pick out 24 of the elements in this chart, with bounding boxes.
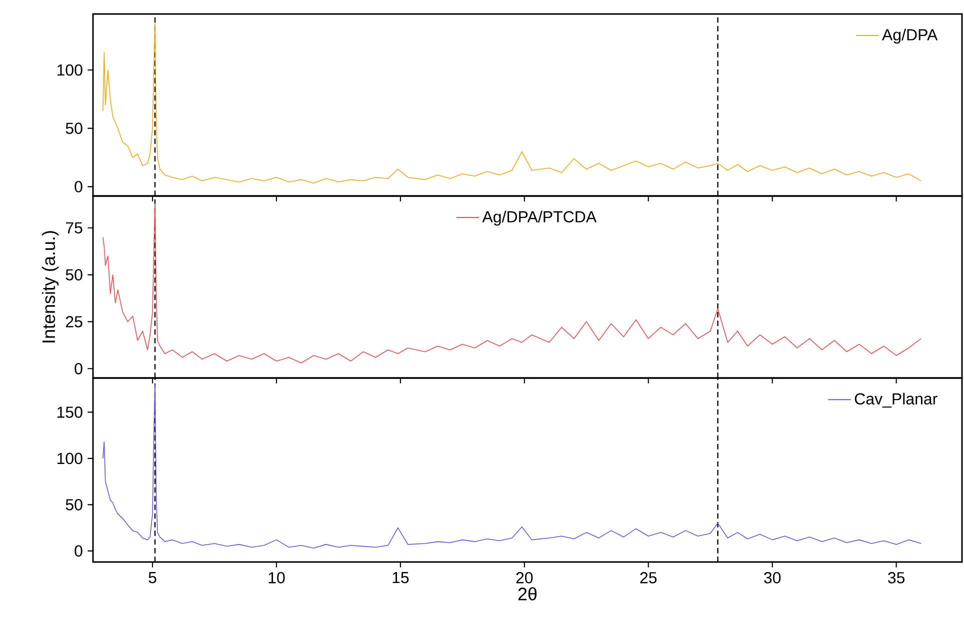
- x-tick-label: 10: [268, 572, 285, 584]
- y-tick-label: 100: [57, 64, 82, 76]
- y-tick-label: 25: [66, 316, 82, 328]
- y-tick-label: 50: [66, 122, 82, 134]
- legend-label: Cav_Planar: [854, 392, 938, 408]
- x-axis-title: 2θ: [518, 587, 537, 600]
- x-tick-label: 20: [516, 572, 533, 584]
- y-tick-label: 100: [57, 452, 82, 464]
- legend-label: Ag/DPA: [882, 28, 938, 44]
- y-tick-label: 0: [74, 362, 82, 374]
- x-tick-label: 30: [764, 572, 781, 584]
- y-tick-label: 50: [66, 499, 82, 510]
- legend-label: Ag/DPA/PTCDA: [482, 210, 597, 226]
- y-tick-label: 50: [66, 269, 82, 280]
- y-tick-label: 0: [74, 545, 82, 557]
- x-tick-label: 5: [148, 572, 156, 584]
- y-tick-label: 0: [74, 181, 82, 192]
- y-tick-label: 75: [66, 222, 82, 234]
- x-tick-label: 15: [392, 572, 409, 584]
- y-tick-label: 150: [57, 406, 82, 418]
- y-axis-title: Intensity (a.u.): [42, 231, 59, 342]
- x-tick-label: 25: [640, 572, 657, 584]
- x-tick-label: 35: [888, 572, 905, 584]
- line-series: [102, 203, 922, 364]
